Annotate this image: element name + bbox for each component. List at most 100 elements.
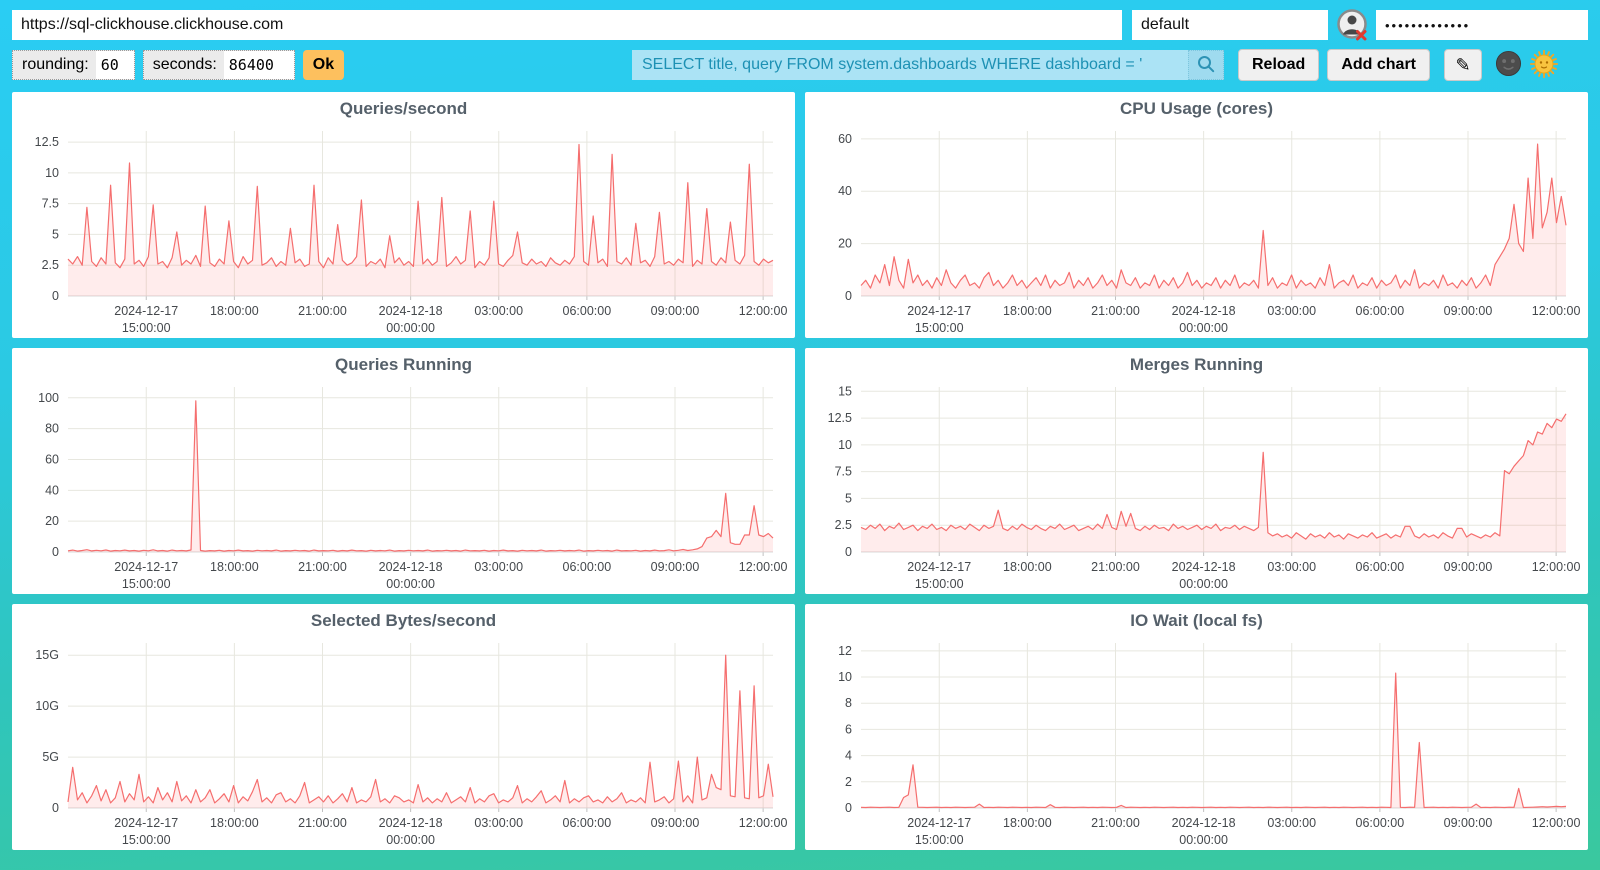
rounding-control: rounding:: [12, 50, 135, 80]
y-tick-label: 12.5: [828, 411, 852, 425]
x-tick-label: 00:00:00: [386, 833, 435, 847]
x-tick-label: 12:00:00: [739, 560, 787, 574]
chart-title: Merges Running: [1129, 355, 1264, 374]
x-tick-label: 2024-12-17: [114, 560, 178, 574]
y-tick-label: 0: [845, 289, 852, 303]
chart-plot[interactable]: 2024-12-17 15:00:00 18:00:00 21:00:00 2024-1…: [20, 377, 787, 592]
x-tick-label: 18:00:00: [1003, 816, 1052, 830]
x-tick-label: 21:00:00: [1091, 816, 1140, 830]
x-tick-label: 09:00:00: [651, 304, 700, 318]
x-tick-label: 03:00:00: [474, 560, 523, 574]
x-tick-label: 2024-12-17: [114, 304, 178, 318]
chart-title: Queries/second: [339, 99, 468, 118]
y-tick-label: 10G: [35, 699, 59, 713]
pencil-icon: ✎: [1455, 54, 1471, 75]
x-tick-label: 2024-12-18: [1172, 816, 1236, 830]
controls-bar: rounding: seconds: Ok Reload Add chart ✎: [12, 49, 1588, 81]
chart-canvas: 2024-12-17 15:00:00 18:00:00 21:00:00 2024-1…: [838, 643, 1580, 847]
x-tick-label: 2024-12-18: [379, 560, 443, 574]
moon-face-icon: [1495, 50, 1522, 80]
dark-theme-toggle[interactable]: [1494, 50, 1522, 80]
x-tick-label: 03:00:00: [1267, 816, 1316, 830]
y-tick-label: 40: [838, 184, 852, 198]
y-tick-label: 15G: [35, 648, 59, 662]
chart-card: Queries Running 2024-12-17 15:00:00 18:00:…: [12, 348, 795, 594]
x-tick-label: 00:00:00: [386, 321, 435, 335]
seconds-input[interactable]: [223, 51, 294, 79]
series-line: [860, 143, 1567, 289]
chart-canvas: 2024-12-17 15:00:00 18:00:00 21:00:00 2024-1…: [828, 384, 1581, 591]
chart-plot[interactable]: 2024-12-17 15:00:00 18:00:00 21:00:00 2024-1…: [813, 633, 1580, 848]
chart-card: CPU Usage (cores) 2024-12-17 15:00:00 18:0…: [805, 92, 1588, 338]
x-tick-label: 21:00:00: [298, 304, 347, 318]
y-tick-label: 20: [45, 514, 59, 528]
series-area: [68, 144, 773, 296]
y-tick-label: 5: [52, 227, 59, 241]
y-tick-label: 80: [45, 422, 59, 436]
chart-plot[interactable]: 2024-12-17 15:00:00 18:00:00 21:00:00 2024-1…: [813, 377, 1581, 592]
y-tick-label: 12: [838, 644, 852, 658]
username-input[interactable]: [1132, 10, 1328, 40]
x-tick-label: 09:00:00: [651, 560, 700, 574]
x-tick-label: 00:00:00: [1179, 833, 1228, 847]
x-tick-label: 06:00:00: [563, 560, 612, 574]
y-tick-label: 6: [845, 722, 852, 736]
x-tick-label: 06:00:00: [1356, 816, 1405, 830]
chart-title: IO Wait (local fs): [1130, 611, 1263, 630]
x-tick-label: 2024-12-17: [114, 816, 178, 830]
x-tick-label: 15:00:00: [122, 577, 171, 591]
chart-plot[interactable]: 2024-12-17 15:00:00 18:00:00 21:00:00 2024-1…: [20, 633, 787, 848]
series-line: [67, 654, 774, 804]
rounding-input[interactable]: [95, 51, 134, 79]
y-tick-label: 7.5: [42, 197, 59, 211]
y-tick-label: 5G: [42, 750, 59, 764]
x-tick-label: 15:00:00: [915, 833, 964, 847]
y-tick-label: 15: [838, 384, 852, 398]
y-tick-label: 10: [45, 166, 59, 180]
light-theme-toggle[interactable]: [1529, 49, 1559, 79]
rounding-label: rounding:: [22, 56, 89, 73]
y-tick-label: 2.5: [835, 518, 852, 532]
chart-card: Merges Running 2024-12-17 15:00:00 18:00:0…: [805, 348, 1588, 594]
y-tick-label: 10: [838, 670, 852, 684]
y-tick-label: 20: [838, 237, 852, 251]
x-tick-label: 00:00:00: [386, 577, 435, 591]
password-input[interactable]: [1376, 10, 1588, 40]
x-tick-label: 03:00:00: [1267, 304, 1316, 318]
x-tick-label: 06:00:00: [563, 816, 612, 830]
chart-plot[interactable]: 2024-12-17 15:00:00 18:00:00 21:00:00 2024-1…: [813, 121, 1580, 336]
x-tick-label: 06:00:00: [1356, 560, 1405, 574]
x-tick-label: 00:00:00: [1179, 321, 1228, 335]
x-tick-label: 21:00:00: [1091, 560, 1140, 574]
x-tick-label: 18:00:00: [1003, 304, 1052, 318]
x-tick-label: 03:00:00: [474, 816, 523, 830]
x-tick-label: 15:00:00: [915, 577, 964, 591]
x-tick-label: 2024-12-17: [907, 560, 971, 574]
ok-button[interactable]: Ok: [302, 50, 345, 80]
server-url-input[interactable]: [12, 10, 1122, 40]
dashboard-query-input[interactable]: [631, 50, 1188, 80]
add-chart-button[interactable]: Add chart: [1327, 49, 1430, 81]
y-tick-label: 4: [845, 749, 852, 763]
chart-canvas: 2024-12-17 15:00:00 18:00:00 21:00:00 2024-1…: [38, 387, 787, 591]
chart-title: CPU Usage (cores): [1119, 99, 1274, 118]
chart-plot[interactable]: 2024-12-17 15:00:00 18:00:00 21:00:00 2024-1…: [20, 121, 787, 336]
x-tick-label: 21:00:00: [1091, 304, 1140, 318]
y-tick-label: 7.5: [835, 465, 852, 479]
x-tick-label: 18:00:00: [210, 560, 259, 574]
user-x-icon: [1334, 8, 1370, 42]
series-area: [68, 400, 773, 552]
y-tick-label: 8: [845, 696, 852, 710]
y-tick-label: 60: [45, 452, 59, 466]
run-query-button[interactable]: [1187, 50, 1224, 80]
x-tick-label: 12:00:00: [1532, 304, 1580, 318]
y-tick-label: 0: [845, 545, 852, 559]
y-tick-label: 0: [52, 545, 59, 559]
y-tick-label: 2.5: [42, 258, 59, 272]
series-line: [67, 400, 774, 552]
reload-button[interactable]: Reload: [1237, 49, 1320, 81]
chart-canvas: 2024-12-17 15:00:00 18:00:00 21:00:00 2024-1…: [838, 131, 1580, 335]
edit-mode-button[interactable]: ✎: [1444, 49, 1482, 81]
magnifier-icon: [1196, 54, 1216, 77]
x-tick-label: 2024-12-18: [379, 816, 443, 830]
